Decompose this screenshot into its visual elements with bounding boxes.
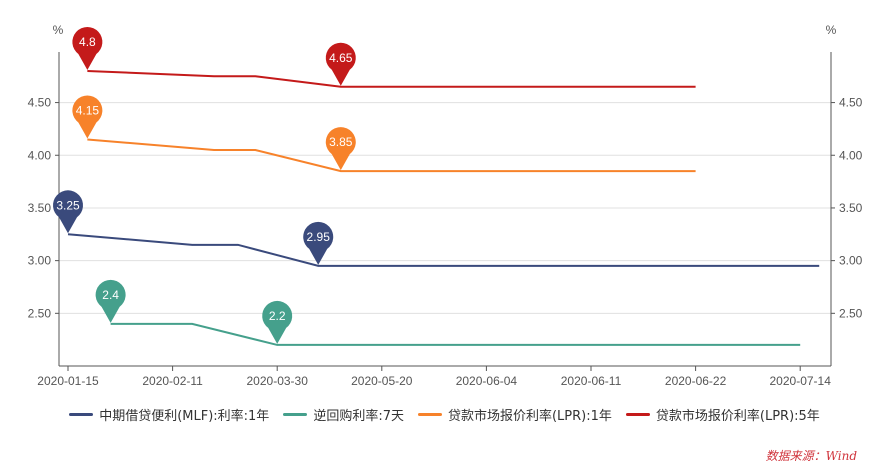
pin-label: 2.4: [102, 288, 119, 302]
pin-label: 3.25: [56, 198, 80, 212]
legend-label: 贷款市场报价利率(LPR):1年: [447, 409, 612, 424]
y-unit-left: %: [53, 23, 64, 37]
pin-marker: [95, 279, 126, 323]
pin-marker: [325, 42, 356, 86]
legend-swatch: [625, 413, 650, 416]
series-line: [110, 322, 801, 346]
pin-label: 4.8: [79, 35, 96, 49]
legend-swatch: [283, 413, 308, 416]
y-tick-label-right: 2.50: [839, 306, 863, 320]
pin-marker: [262, 300, 293, 344]
y-tick-label-right: 4.50: [839, 96, 863, 110]
x-tick-label: 2020-06-22: [665, 374, 727, 388]
legend-label: 逆回购利率:7天: [313, 409, 404, 424]
x-tick-label: 2020-06-11: [561, 374, 622, 388]
legend-swatch: [69, 413, 94, 416]
x-tick-label: 2020-05-20: [351, 374, 413, 388]
legend-item-lpr-1y[interactable]: 贷款市场报价利率(LPR):1年: [417, 405, 612, 424]
pin-label: 4.15: [76, 103, 100, 117]
pin-marker: [53, 190, 83, 234]
y-tick-label-left: 3.50: [28, 201, 52, 215]
legend-item-lpr-5y[interactable]: 贷款市场报价利率(LPR):5年: [625, 405, 820, 424]
y-tick-label-left: 4.00: [28, 148, 52, 162]
y-tick-label-right: 4.00: [839, 148, 863, 162]
x-tick-label: 2020-02-11: [142, 374, 203, 388]
pin-label: 2.95: [307, 230, 331, 244]
pin-marker: [72, 26, 103, 70]
legend: 中期借贷便利(MLF):利率:1年 逆回购利率:7天 贷款市场报价利率(LPR)…: [0, 405, 889, 424]
series-line: [87, 138, 696, 173]
pin-marker: [303, 221, 334, 265]
legend-label: 贷款市场报价利率(LPR):5年: [655, 409, 820, 424]
x-tick-label: 2020-06-04: [456, 374, 518, 388]
x-tick-label: 2020-01-15: [37, 374, 99, 388]
y-tick-label-right: 3.50: [839, 201, 863, 215]
pin-marker: [72, 95, 103, 139]
pin-label: 4.65: [329, 51, 353, 65]
legend-item-reverse-repo[interactable]: 逆回购利率:7天: [283, 405, 404, 424]
pin-label: 2.2: [269, 309, 286, 323]
data-source: 数据来源：Wind: [765, 449, 857, 463]
pin-marker: [325, 127, 356, 171]
y-tick-label-left: 4.50: [28, 96, 52, 110]
series-line: [87, 69, 696, 88]
legend-item-mlf[interactable]: 中期借贷便利(MLF):利率:1年: [69, 405, 269, 424]
y-tick-label-left: 3.00: [28, 254, 52, 268]
legend-swatch: [417, 413, 442, 416]
line-chart: 2.50 2.50 3.00 3.00 3.50 3.50 4.00 4.00 4.50 4.50…: [28, 23, 863, 388]
y-tick-label-right: 3.00: [839, 254, 863, 268]
legend-label: 中期借贷便利(MLF):利率:1年: [99, 409, 270, 424]
x-tick-label: 2020-03-30: [247, 374, 309, 388]
y-tick-label-left: 2.50: [28, 306, 52, 320]
pin-label: 3.85: [329, 135, 353, 149]
series-line: [67, 233, 820, 267]
y-unit-right: %: [826, 23, 837, 37]
x-tick-label: 2020-07-14: [770, 374, 832, 388]
